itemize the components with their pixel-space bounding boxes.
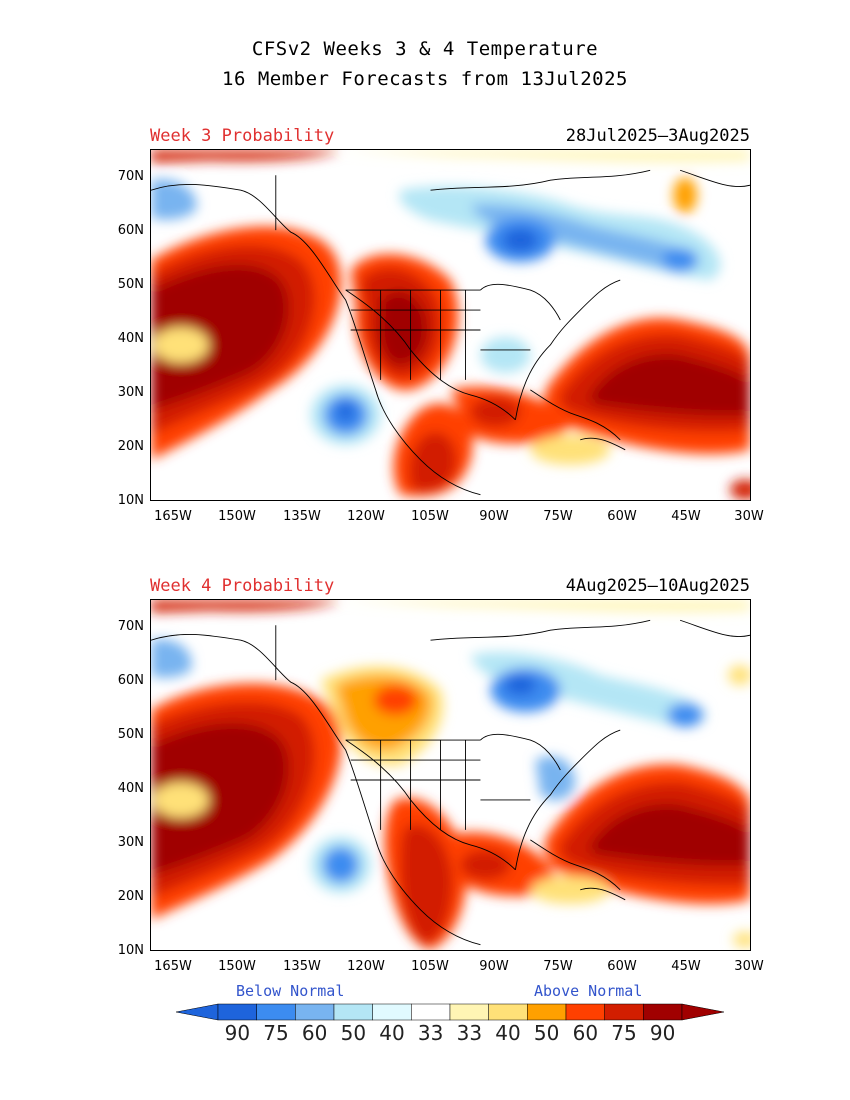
- legend-value-label: 50: [533, 1021, 560, 1045]
- week3-lat-20n: 20N: [117, 439, 144, 454]
- week3-lon-90w: 90W: [479, 509, 509, 524]
- week4-probability-map: [150, 599, 751, 951]
- legend-swatch: [217, 1003, 257, 1021]
- week3-panel-label: Week 3 Probability: [150, 126, 335, 146]
- below-normal-label: Below Normal: [236, 982, 345, 1000]
- title-line1: CFSv2 Weeks 3 & 4 Temperature: [251, 38, 599, 60]
- week3-lat-50n: 50N: [117, 277, 144, 292]
- week3-lon-105w: 105W: [411, 509, 449, 524]
- week4-lat-20n: 20N: [117, 889, 144, 904]
- week4-lon-75w: 75W: [543, 959, 573, 974]
- week4-lat-50n: 50N: [117, 727, 144, 742]
- legend-swatch: [565, 1003, 605, 1021]
- legend-value-label: 33: [417, 1021, 444, 1045]
- legend-arrow-left: [175, 1003, 219, 1021]
- legend-value-label: 90: [649, 1021, 676, 1045]
- title-line2: 16 Member Forecasts from 13Jul2025: [222, 68, 628, 90]
- week3-lon-60w: 60W: [607, 509, 637, 524]
- legend-swatch: [295, 1003, 335, 1021]
- legend-swatch: [643, 1003, 683, 1021]
- legend-swatch: [604, 1003, 644, 1021]
- week4-panel-label: Week 4 Probability: [150, 576, 335, 596]
- week3-lon-30w: 30W: [734, 509, 764, 524]
- legend-swatch: [411, 1003, 451, 1021]
- legend-value-label: 40: [495, 1021, 521, 1045]
- week4-lat-40n: 40N: [117, 781, 144, 796]
- above-normal-label: Above Normal: [534, 982, 643, 1000]
- legend-value-label: 60: [301, 1021, 328, 1045]
- week3-lat-70n: 70N: [117, 169, 144, 184]
- week4-lat-70n: 70N: [117, 619, 144, 634]
- legend-value-label: 33: [456, 1021, 483, 1045]
- legend-swatch: [488, 1003, 528, 1021]
- legend-swatch: [333, 1003, 373, 1021]
- week4-lat-30n: 30N: [117, 835, 144, 850]
- week4-lon-105w: 105W: [411, 959, 449, 974]
- legend-swatch: [449, 1003, 489, 1021]
- legend-value-label: 75: [263, 1021, 289, 1045]
- week4-lon-30w: 30W: [734, 959, 764, 974]
- week4-lon-120w: 120W: [347, 959, 385, 974]
- week4-lon-90w: 90W: [479, 959, 509, 974]
- week4-date-range: 4Aug2025—10Aug2025: [565, 576, 750, 596]
- week3-lat-60n: 60N: [117, 223, 144, 238]
- week4-lon-150w: 150W: [218, 959, 256, 974]
- legend-swatch: [527, 1003, 567, 1021]
- week3-lon-150w: 150W: [218, 509, 256, 524]
- week4-lon-60w: 60W: [607, 959, 637, 974]
- legend-value-label: 60: [572, 1021, 599, 1045]
- legend-value-label: 50: [340, 1021, 367, 1045]
- legend-swatch: [372, 1003, 412, 1021]
- week3-lon-45w: 45W: [671, 509, 701, 524]
- legend-value-label: 40: [379, 1021, 405, 1045]
- week4-lat-60n: 60N: [117, 673, 144, 688]
- week3-probability-map: [150, 149, 751, 501]
- legend-value-row: 90 75 60 50 40 33 33 40 50 60 75 90: [176, 1021, 724, 1047]
- legend-swatch: [256, 1003, 296, 1021]
- week4-lon-165w: 165W: [154, 959, 192, 974]
- legend-value-label: 75: [611, 1021, 637, 1045]
- week3-lat-10n: 10N: [117, 493, 144, 508]
- legend-value-label: 90: [224, 1021, 251, 1045]
- week3-lon-120w: 120W: [347, 509, 385, 524]
- week3-lat-30n: 30N: [117, 385, 144, 400]
- week4-lon-135w: 135W: [283, 959, 321, 974]
- week3-lon-135w: 135W: [283, 509, 321, 524]
- week3-lon-165w: 165W: [154, 509, 192, 524]
- color-legend-bar: [175, 1003, 725, 1021]
- week4-lat-10n: 10N: [117, 943, 144, 958]
- week3-lat-40n: 40N: [117, 331, 144, 346]
- week3-date-range: 28Jul2025—3Aug2025: [565, 126, 750, 146]
- week4-lon-45w: 45W: [671, 959, 701, 974]
- legend-arrow-right: [681, 1003, 725, 1021]
- week3-lon-75w: 75W: [543, 509, 573, 524]
